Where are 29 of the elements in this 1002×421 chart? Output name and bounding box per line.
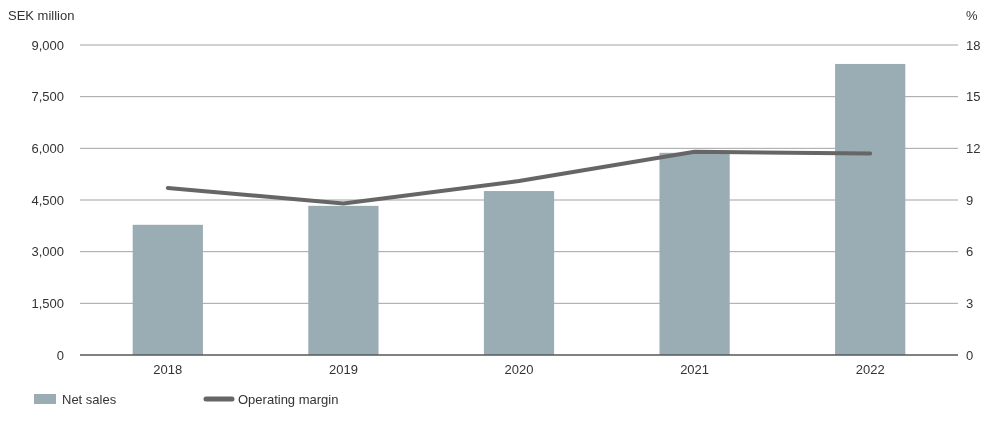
y2-tick-label: 12: [966, 140, 981, 156]
y-axis-title: SEK million: [8, 8, 75, 23]
x-tick-label: 2022: [855, 362, 885, 377]
y2-axis-title: %: [966, 8, 978, 23]
y-tick-label: 6,000: [31, 140, 64, 156]
y-tick-label: 7,500: [31, 89, 64, 105]
bar: [659, 152, 730, 355]
y2-tick-label: 3: [966, 295, 974, 311]
bar: [483, 191, 555, 355]
y-tick-label: 9,000: [31, 37, 64, 53]
y-tick-label: 0: [56, 347, 64, 363]
y2-tick-label: 15: [966, 89, 981, 105]
y2-tick-label: 18: [966, 37, 981, 53]
bar: [132, 224, 203, 355]
bar: [835, 63, 906, 355]
x-tick-label: 2018: [153, 362, 183, 377]
y-tick-label: 4,500: [31, 192, 64, 208]
x-tick-label: 2020: [504, 362, 534, 377]
y2-tick-label: 0: [966, 347, 974, 363]
y-tick-label: 1,500: [31, 295, 64, 311]
line-series: [165, 149, 873, 206]
y-tick-label: 3,000: [31, 244, 64, 260]
y2-tick-label: 9: [966, 192, 974, 208]
legend-label: Net sales: [62, 391, 117, 407]
x-tick-label: 2019: [328, 362, 358, 377]
legend-label: Operating margin: [238, 391, 339, 407]
y2-tick-label: 6: [966, 244, 974, 260]
bar: [308, 205, 379, 355]
x-tick-label: 2021: [680, 362, 710, 377]
